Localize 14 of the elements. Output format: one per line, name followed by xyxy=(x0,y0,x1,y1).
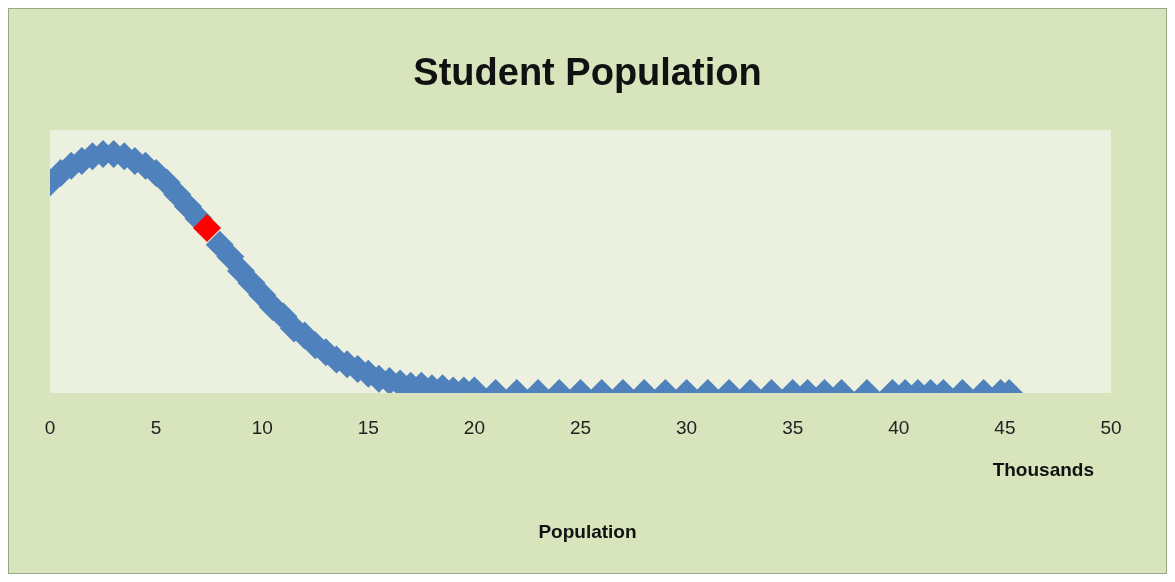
x-tick-label: 10 xyxy=(251,417,273,439)
x-tick-label: 20 xyxy=(463,417,485,439)
x-tick-label: 0 xyxy=(44,417,56,439)
x-tick-label: 35 xyxy=(782,417,804,439)
text: Thousands xyxy=(992,459,1094,481)
x-tick-label: 30 xyxy=(676,417,698,439)
chart-title: Student Population xyxy=(412,51,763,94)
x-tick-label: 40 xyxy=(888,417,910,439)
x-axis-title: Population xyxy=(537,521,638,543)
x-tick-label: 50 xyxy=(1100,417,1122,439)
x-tick-label: 15 xyxy=(357,417,379,439)
x-tick-label: 45 xyxy=(994,417,1016,439)
x-tick-label: 5 xyxy=(150,417,162,439)
x-tick-label: 25 xyxy=(569,417,592,439)
